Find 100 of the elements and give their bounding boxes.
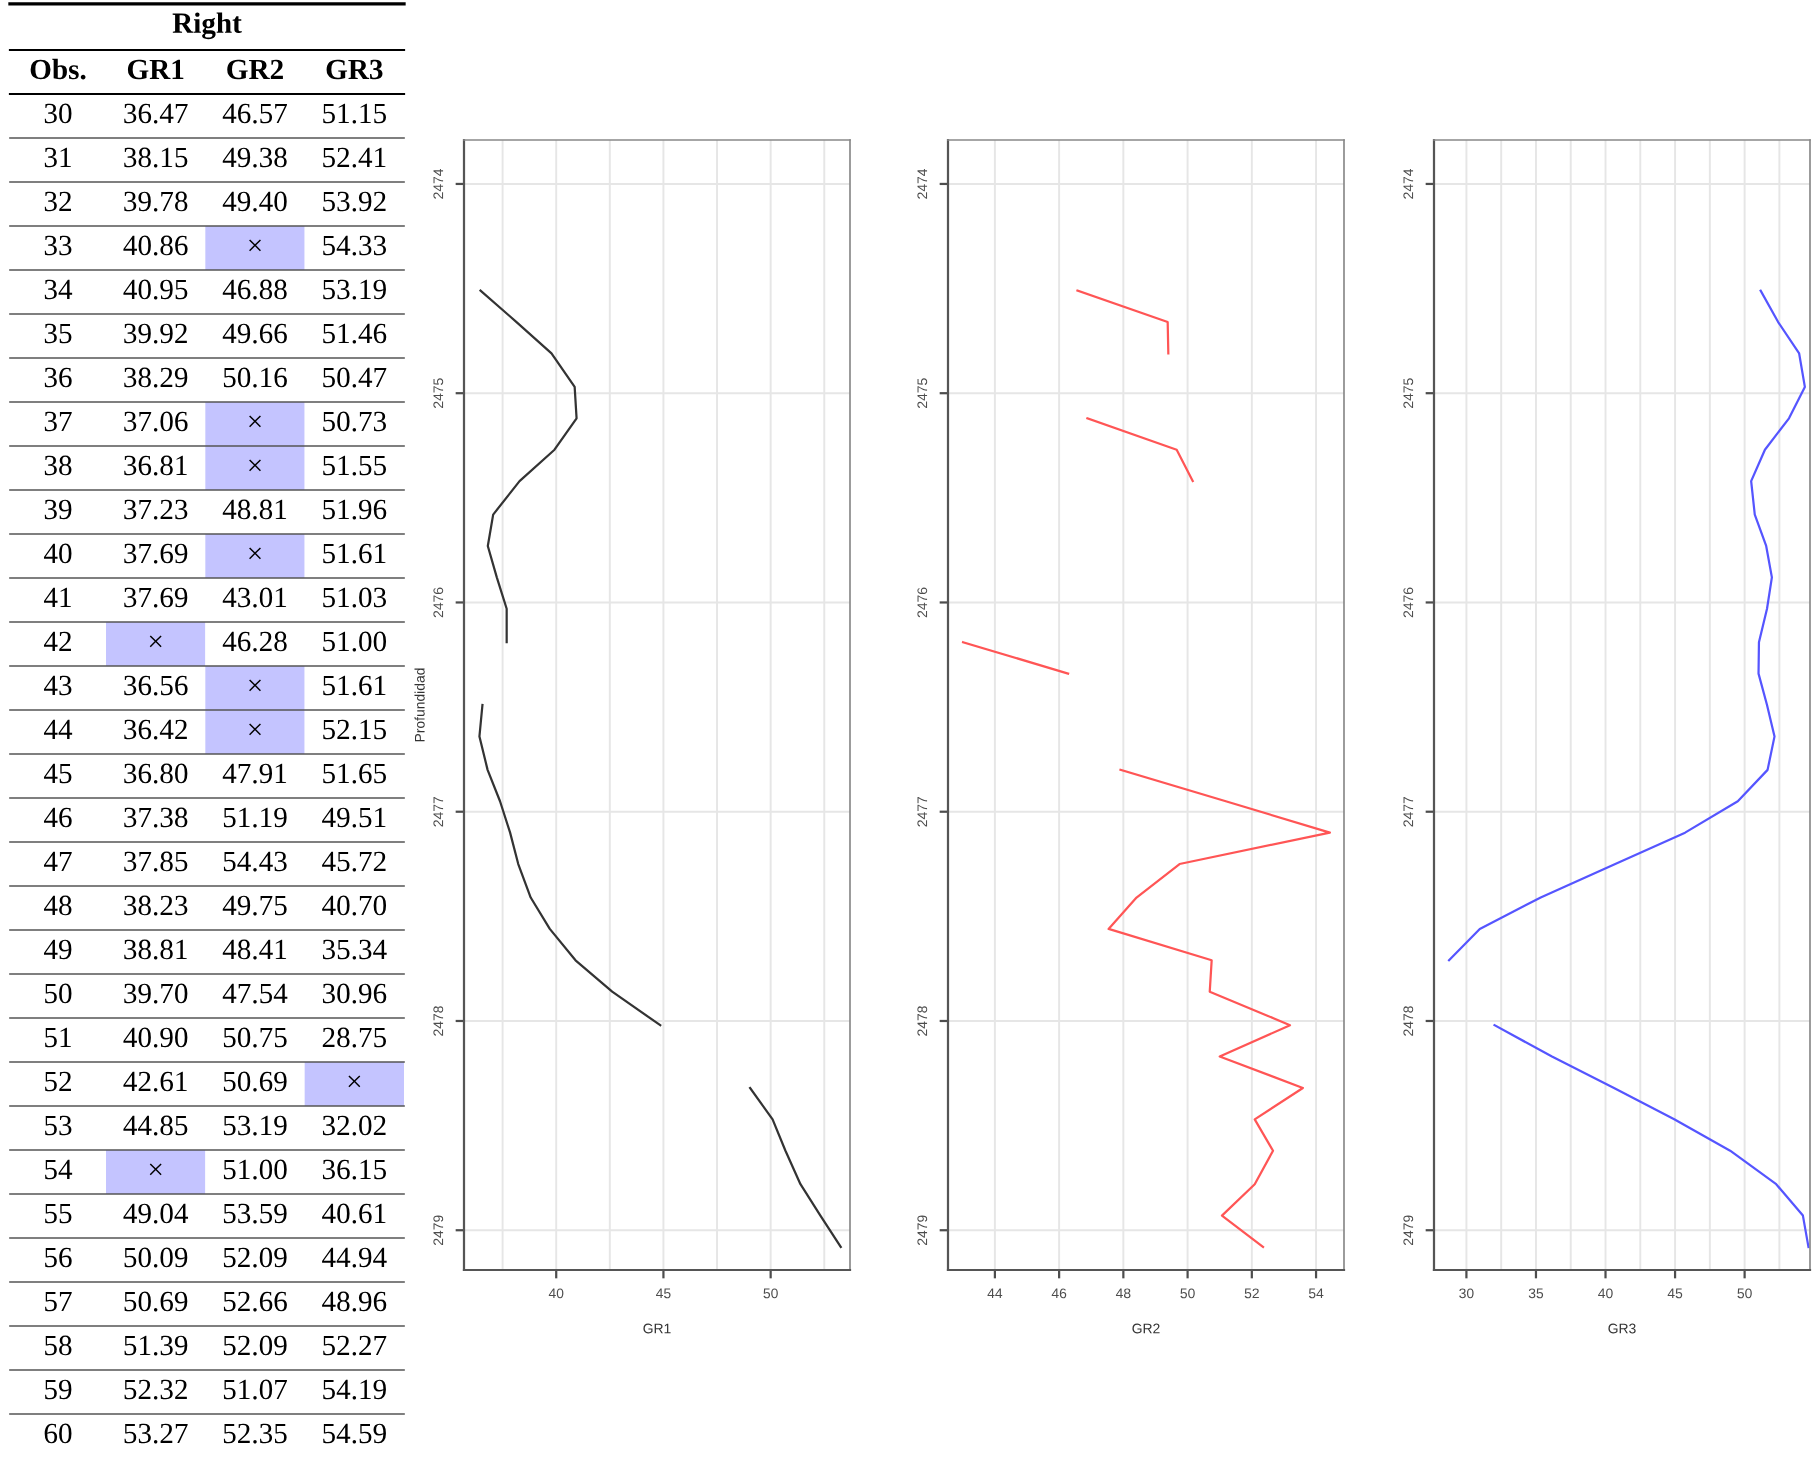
data-label: 48.81 [222, 499, 287, 520]
text: × [249, 679, 261, 692]
data-label: 54.33 [323, 235, 387, 256]
y-tick-label: 36 [44, 367, 72, 388]
y-tick-label: 46 [43, 807, 72, 828]
y-tick-label: 31 [44, 147, 71, 168]
y-tick-label: 39 [44, 499, 72, 520]
data-label: 54.43 [223, 851, 287, 872]
data-label: 53.19 [223, 1115, 287, 1136]
y-tick-label: 53 [45, 1115, 72, 1136]
data-label: 28.75 [322, 1027, 387, 1048]
data-label: 51.00 [323, 631, 387, 652]
text: × [249, 239, 261, 252]
y-tick-label: 58 [45, 1335, 72, 1356]
data-label: 40.90 [123, 1027, 188, 1048]
y-tick-label: 37 [44, 411, 72, 432]
data-label: 53.92 [323, 191, 386, 212]
x-tick-label: GR2 [227, 59, 283, 80]
data-label: 47.54 [222, 983, 288, 1004]
data-label: 48.96 [322, 1291, 387, 1312]
data-label: 44.94 [322, 1247, 387, 1268]
y-tick-label: 50 [45, 983, 72, 1004]
data-label: 32.02 [322, 1115, 386, 1136]
data-label: 38.29 [124, 367, 188, 388]
data-label: 51.19 [223, 807, 287, 828]
data-label: 49.40 [222, 191, 287, 212]
data-label: 50.09 [124, 1247, 188, 1268]
data-label: 50.73 [323, 411, 387, 432]
data-label: 46.88 [222, 279, 287, 300]
data-label: 37.69 [124, 543, 188, 564]
data-label: 37.69 [124, 587, 188, 608]
data-label: 49.75 [222, 895, 287, 916]
data-label: 30.96 [322, 983, 387, 1004]
y-tick-label: 34 [44, 279, 73, 300]
y-tick-label: 55 [45, 1203, 72, 1224]
data-label: 49.66 [222, 323, 287, 344]
data-label: 51.55 [323, 455, 387, 476]
data-label: 42.61 [123, 1071, 187, 1092]
data-label: 52.09 [223, 1335, 287, 1356]
data-label: 51.46 [323, 323, 387, 344]
data-label: 40.95 [123, 279, 188, 300]
y-tick-label: 33 [44, 235, 72, 256]
data-label: 52.15 [323, 719, 387, 740]
data-label: 36.80 [124, 763, 188, 784]
data-label: 37.23 [124, 499, 188, 520]
data-label: 44.85 [123, 1115, 188, 1136]
data-label: 51.15 [323, 103, 387, 124]
data-label: 39.78 [124, 191, 188, 212]
data-label: 50.47 [323, 367, 387, 388]
data-label: 35.34 [322, 939, 387, 960]
y-tick-label: 52 [45, 1071, 71, 1092]
data-label: 54.19 [323, 1379, 386, 1400]
data-label: 54.59 [323, 1423, 386, 1444]
data-label: 45.72 [322, 851, 386, 872]
text: × [249, 415, 261, 428]
data-label: 43.01 [222, 587, 287, 608]
data-label: 36.81 [124, 455, 187, 476]
data-label: 51.07 [223, 1379, 287, 1400]
y-tick-label: 57 [45, 1291, 72, 1312]
data-label: 37.38 [124, 807, 188, 828]
data-label: 38.15 [124, 147, 188, 168]
data-label: 53.19 [323, 279, 386, 300]
data-label: 51.65 [323, 763, 387, 784]
data-label: 36.42 [124, 719, 187, 740]
text: × [149, 1163, 162, 1176]
data-label: 50.69 [223, 1071, 287, 1092]
data-label: 51.39 [124, 1335, 188, 1356]
data-label: 36.47 [124, 103, 188, 124]
data-label: 52.41 [323, 147, 386, 168]
data-label: 46.57 [222, 103, 287, 124]
data-label: 47.91 [222, 763, 287, 784]
y-tick-label: 44 [43, 719, 73, 740]
data-label: 51.00 [223, 1159, 287, 1180]
y-tick-label: 45 [43, 763, 72, 784]
text: × [249, 723, 261, 736]
data-label: 52.09 [223, 1247, 287, 1268]
data-label: 52.35 [223, 1423, 287, 1444]
y-tick-label: 38 [44, 455, 72, 476]
data-label: 51.61 [323, 675, 386, 696]
x-tick-label: GR3 [326, 59, 383, 80]
data-label: 48.41 [222, 939, 287, 960]
data-label: 38.23 [124, 895, 188, 916]
y-tick-label: 54 [45, 1159, 73, 1180]
data-label: 52.32 [124, 1379, 187, 1400]
data-label: 53.59 [223, 1203, 287, 1224]
y-tick-label: 47 [43, 851, 72, 872]
data-label: 51.96 [323, 499, 387, 520]
y-tick-label: 60 [44, 1423, 72, 1444]
y-tick-label: 48 [43, 895, 72, 916]
y-tick-label: 35 [44, 323, 72, 344]
data-label: 40.61 [322, 1203, 386, 1224]
data-label: 39.70 [124, 983, 188, 1004]
data-label: 37.85 [124, 851, 188, 872]
x-tick-label: GR1 [127, 59, 184, 80]
data-label: 50.75 [223, 1027, 287, 1048]
data-label: 40.86 [123, 235, 188, 256]
text: × [249, 547, 261, 560]
y-tick-label: 49 [43, 939, 72, 960]
data-label: 36.56 [124, 675, 188, 696]
data-label: 49.04 [123, 1203, 189, 1224]
